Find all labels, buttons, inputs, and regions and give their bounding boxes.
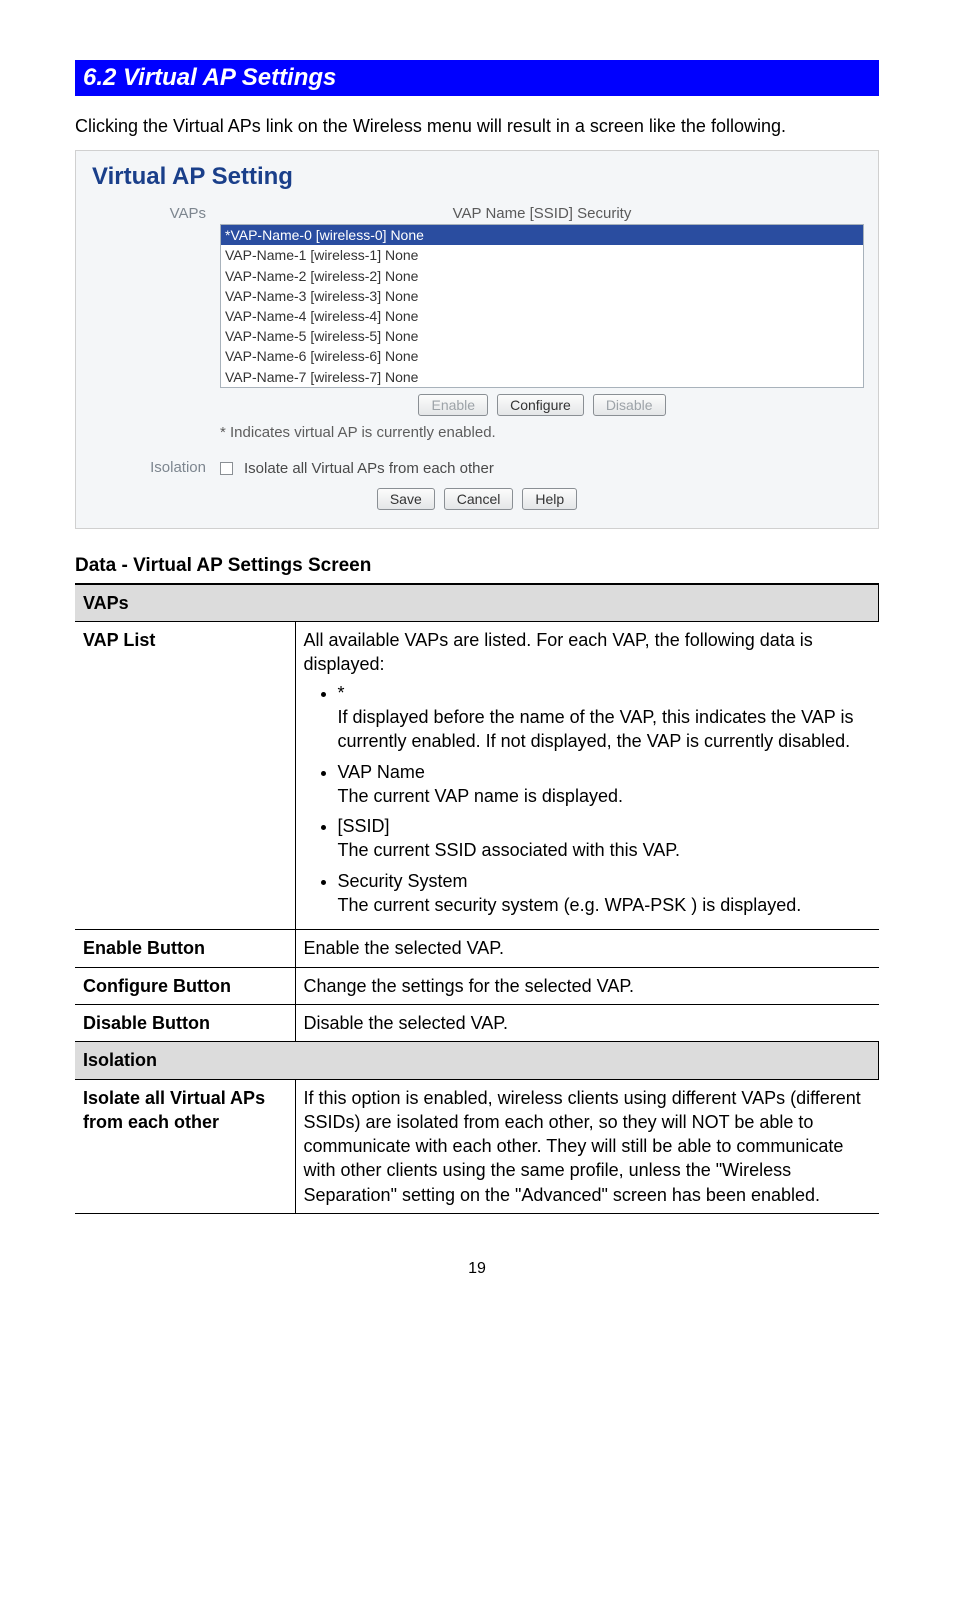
disable-button[interactable]: Disable [593,394,666,416]
vap-list-lead: All available VAPs are listed. For each … [304,630,813,674]
vap-list-item[interactable]: VAP-Name-7 [wireless-7] None [221,367,863,387]
row-desc: If this option is enabled, wireless clie… [295,1079,879,1213]
vap-list-item[interactable]: VAP-Name-3 [wireless-3] None [221,286,863,306]
row-label: Isolate all Virtual APs from each other [75,1079,295,1213]
enable-button[interactable]: Enable [418,394,488,416]
vap-listbox[interactable]: *VAP-Name-0 [wireless-0] None VAP-Name-1… [220,224,864,388]
table-group-header: Isolation [75,1042,879,1079]
vap-list-header: VAP Name [SSID] Security [220,205,864,222]
row-label: VAP List [75,622,295,930]
vap-list-item[interactable]: VAP-Name-2 [wireless-2] None [221,266,863,286]
section-heading: 6.2 Virtual AP Settings [75,60,879,96]
row-desc: Enable the selected VAP. [295,930,879,967]
enabled-footnote: * Indicates virtual AP is currently enab… [220,424,864,441]
cancel-button[interactable]: Cancel [444,488,514,510]
table-group-header: VAPs [75,584,879,622]
isolate-checkbox-label: Isolate all Virtual APs from each other [244,460,494,477]
vap-list-item[interactable]: VAP-Name-1 [wireless-1] None [221,245,863,265]
isolation-field-label: Isolation [90,459,220,476]
row-label: Disable Button [75,1004,295,1041]
row-label: Enable Button [75,930,295,967]
isolate-checkbox[interactable] [220,462,233,475]
bullet-body: The current SSID associated with this VA… [338,840,681,860]
help-button[interactable]: Help [522,488,577,510]
bullet-title: * [338,683,345,703]
data-section-heading: Data - Virtual AP Settings Screen [75,555,879,577]
panel-title: Virtual AP Setting [92,163,864,191]
bullet-title: Security System [338,871,468,891]
configure-button[interactable]: Configure [497,394,584,416]
row-desc: Disable the selected VAP. [295,1004,879,1041]
page-number: 19 [75,1260,879,1278]
vap-list-item[interactable]: VAP-Name-6 [wireless-6] None [221,346,863,366]
save-button[interactable]: Save [377,488,435,510]
row-desc: Change the settings for the selected VAP… [295,967,879,1004]
row-desc: All available VAPs are listed. For each … [295,622,879,930]
intro-paragraph: Clicking the Virtual APs link on the Wir… [75,114,879,138]
virtual-ap-setting-screenshot: Virtual AP Setting VAPs VAP Name [SSID] … [75,150,879,529]
vaps-field-label: VAPs [90,205,220,441]
bullet-body: If displayed before the name of the VAP,… [338,707,854,751]
vap-list-item[interactable]: VAP-Name-5 [wireless-5] None [221,326,863,346]
row-label: Configure Button [75,967,295,1004]
bullet-body: The current VAP name is displayed. [338,786,623,806]
bullet-title: [SSID] [338,816,390,836]
vap-list-item[interactable]: VAP-Name-4 [wireless-4] None [221,306,863,326]
vap-list-item[interactable]: *VAP-Name-0 [wireless-0] None [221,225,863,245]
bullet-title: VAP Name [338,762,425,782]
bullet-body: The current security system (e.g. WPA-PS… [338,895,802,915]
data-table: VAPs VAP List All available VAPs are lis… [75,583,879,1214]
